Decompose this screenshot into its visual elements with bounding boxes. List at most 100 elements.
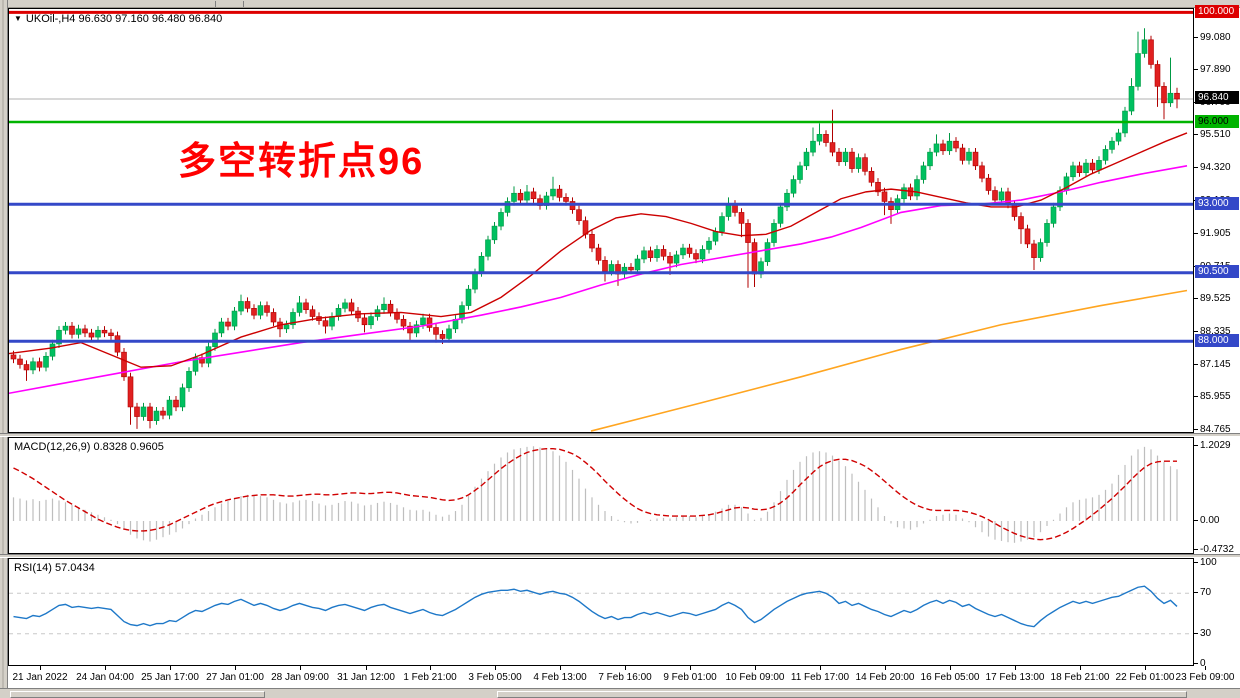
candle-body [933, 143, 940, 153]
candle-body [69, 325, 75, 335]
candle-body [1044, 223, 1050, 243]
candle-body [881, 191, 888, 202]
time-label: 27 Jan 01:00 [206, 672, 264, 683]
price-badge-90.500: 90.500 [1195, 265, 1239, 279]
candle-body [283, 324, 290, 330]
panel-separator[interactable] [0, 433, 1240, 437]
price-chart-canvas [9, 10, 1193, 432]
candle-body [407, 325, 413, 334]
candle-body [550, 188, 556, 197]
candle-body [673, 254, 680, 264]
time-tick-mark [820, 666, 821, 670]
candle-body [251, 308, 257, 316]
candle-body [1148, 39, 1154, 65]
candle-body [699, 249, 706, 260]
candle-body [829, 142, 836, 153]
candle-body [465, 288, 472, 306]
rsi-line [13, 585, 1178, 628]
time-label: 23 Feb 09:00 [1175, 672, 1235, 683]
candle-body [329, 316, 335, 327]
window-left-frame [0, 0, 8, 698]
candle-body [1135, 53, 1141, 87]
time-label: 10 Feb 09:00 [725, 672, 785, 683]
candle-body [563, 197, 569, 202]
rsi-panel[interactable]: RSI(14) 57.0434 [8, 558, 1194, 666]
candle-body [290, 312, 296, 326]
candle-body [179, 387, 186, 408]
candle-body [634, 258, 641, 271]
window-bottom-bar [0, 688, 1240, 698]
time-label: 1 Feb 21:00 [403, 672, 457, 683]
ma-long-orange [590, 289, 1188, 432]
candle-body [719, 216, 725, 232]
candle-body [381, 303, 387, 310]
candle-body [49, 343, 56, 357]
price-tick-mark [1194, 134, 1198, 136]
candle-body [368, 316, 374, 326]
candle-body [82, 328, 88, 334]
candle-body [784, 192, 790, 208]
time-tick-mark [495, 666, 496, 670]
candle-body [88, 332, 95, 338]
candle-body [30, 361, 36, 371]
collapse-triangle-icon[interactable]: ▼ [14, 14, 22, 23]
time-tick-mark [300, 666, 301, 670]
price-tick-mark [1194, 167, 1198, 169]
rsi-tick-mark [1194, 663, 1198, 664]
candle-body [10, 354, 17, 360]
candle-body [1154, 64, 1161, 87]
candle-body [1096, 160, 1102, 171]
candle-body [602, 260, 608, 272]
candle-body [745, 223, 751, 243]
time-label: 28 Jan 09:00 [271, 672, 329, 683]
rsi-label: RSI(14) 57.0434 [14, 562, 95, 574]
time-label: 7 Feb 16:00 [598, 672, 652, 683]
candle-body [524, 191, 530, 201]
time-tick-mark [1145, 666, 1146, 670]
candle-body [413, 324, 420, 334]
candle-body [940, 143, 946, 152]
candle-body [862, 157, 868, 172]
macd-signal-line [13, 448, 1177, 541]
candle-body [1174, 92, 1180, 100]
time-tick-mark [690, 666, 691, 670]
window-top-frame [0, 0, 1240, 8]
candle-body [309, 309, 316, 317]
price-tick-mark [1194, 331, 1198, 333]
candle-body [257, 305, 264, 316]
candle-body [270, 312, 277, 323]
rsi-tick-label: 30 [1200, 627, 1212, 639]
candle-body [979, 165, 985, 179]
candle-body [264, 305, 270, 313]
candle-body [472, 272, 478, 290]
rsi-tick-label: 70 [1200, 587, 1212, 599]
candle-body [823, 134, 829, 143]
candle-body [998, 191, 1005, 201]
price-tick-mark [1194, 36, 1198, 38]
macd-tick-label: 1.2029 [1200, 440, 1231, 452]
candle-body [134, 406, 140, 417]
frame-notch [243, 1, 244, 7]
candle-body [667, 255, 673, 264]
time-axis[interactable]: 21 Jan 2022 24 Jan 04:00 25 Jan 17:00 27 Ja… [8, 666, 1240, 688]
price-tick-mark [1194, 233, 1198, 235]
candle-body [426, 317, 433, 328]
price-badge-96.840: 96.840 [1195, 91, 1239, 105]
price-chart-panel[interactable] [8, 8, 1194, 433]
macd-tick-mark [1194, 445, 1198, 447]
candle-body [485, 239, 491, 257]
macd-tick-mark [1194, 520, 1198, 521]
panel-separator[interactable] [0, 554, 1240, 558]
time-tick-mark [950, 666, 951, 670]
candle-body [790, 179, 797, 194]
bottom-bar-segment[interactable] [10, 691, 265, 698]
candle-body [953, 140, 959, 149]
macd-panel[interactable]: MACD(12,26,9) 0.8328 0.9605 [8, 437, 1194, 554]
candle-body [914, 179, 920, 197]
candle-body [875, 181, 881, 193]
time-tick-mark [105, 666, 106, 670]
time-label: 16 Feb 05:00 [920, 672, 980, 683]
bottom-bar-segment[interactable] [497, 691, 1187, 698]
candle-body [1128, 86, 1135, 112]
candle-body [140, 406, 147, 417]
